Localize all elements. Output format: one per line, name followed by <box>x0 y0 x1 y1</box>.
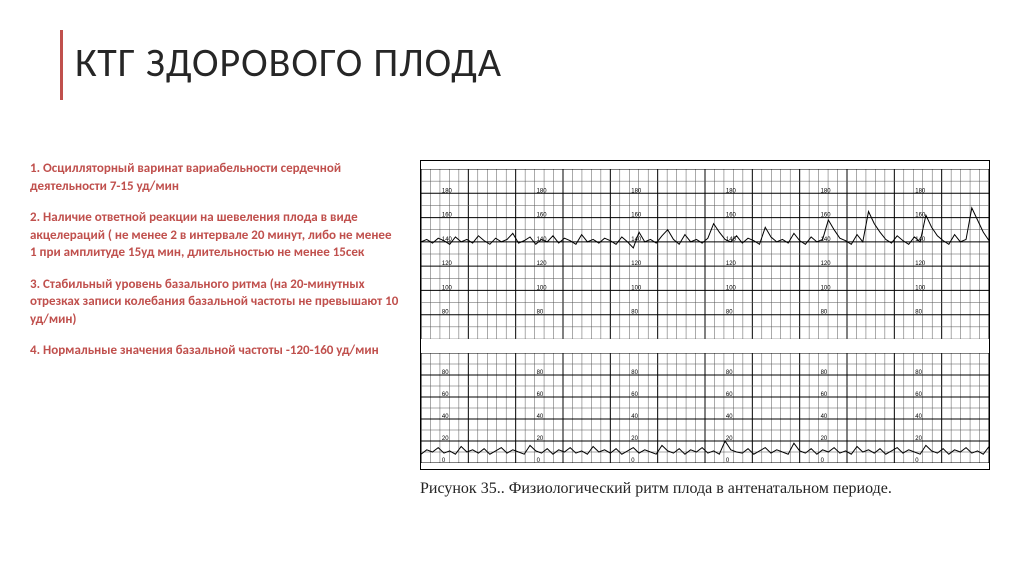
svg-text:80: 80 <box>726 370 733 376</box>
criterion-1: 1. Осцилляторный варинат вариабельности … <box>30 160 400 195</box>
svg-text:180: 180 <box>915 188 926 194</box>
criterion-4: 4. Нормальные значения базальной частоты… <box>30 342 400 360</box>
svg-text:20: 20 <box>915 436 922 442</box>
svg-text:40: 40 <box>821 414 828 420</box>
svg-text:200: 200 <box>442 169 453 170</box>
fhr-strip: 80 80 80 80 80 80 100 100 100 100 100 100 120 120 120 1… <box>421 169 989 339</box>
svg-text:120: 120 <box>821 261 832 267</box>
svg-text:120: 120 <box>726 261 737 267</box>
svg-text:20: 20 <box>726 436 733 442</box>
svg-text:60: 60 <box>442 392 449 398</box>
svg-text:60: 60 <box>915 392 922 398</box>
svg-text:120: 120 <box>442 261 453 267</box>
svg-text:100: 100 <box>821 353 832 354</box>
svg-text:200: 200 <box>821 169 832 170</box>
svg-text:80: 80 <box>915 310 922 316</box>
svg-text:80: 80 <box>631 370 638 376</box>
page-title: КТГ ЗДОРОВОГО ПЛОДА <box>75 38 502 87</box>
svg-text:20: 20 <box>537 436 544 442</box>
svg-text:40: 40 <box>915 414 922 420</box>
svg-text:100: 100 <box>915 353 926 354</box>
svg-text:100: 100 <box>915 285 926 291</box>
svg-text:40: 40 <box>726 414 733 420</box>
svg-text:160: 160 <box>726 213 737 219</box>
svg-text:180: 180 <box>537 188 548 194</box>
svg-text:60: 60 <box>631 392 638 398</box>
svg-text:60: 60 <box>726 392 733 398</box>
svg-text:160: 160 <box>631 213 642 219</box>
svg-text:80: 80 <box>915 370 922 376</box>
svg-text:100: 100 <box>726 285 737 291</box>
svg-text:100: 100 <box>537 285 548 291</box>
svg-text:100: 100 <box>442 353 453 354</box>
svg-text:0: 0 <box>915 458 919 463</box>
svg-text:20: 20 <box>631 436 638 442</box>
svg-text:100: 100 <box>821 285 832 291</box>
svg-text:80: 80 <box>537 310 544 316</box>
svg-text:160: 160 <box>442 213 453 219</box>
svg-text:60: 60 <box>821 392 828 398</box>
svg-text:180: 180 <box>631 188 642 194</box>
svg-text:0: 0 <box>442 458 446 463</box>
svg-text:80: 80 <box>442 310 449 316</box>
svg-text:180: 180 <box>726 188 737 194</box>
svg-text:0: 0 <box>726 458 730 463</box>
svg-text:60: 60 <box>537 392 544 398</box>
criteria-list: 1. Осцилляторный варинат вариабельности … <box>30 160 400 374</box>
svg-text:80: 80 <box>821 370 828 376</box>
svg-text:80: 80 <box>442 370 449 376</box>
svg-text:20: 20 <box>442 436 449 442</box>
svg-text:20: 20 <box>821 436 828 442</box>
svg-text:160: 160 <box>915 213 926 219</box>
svg-text:160: 160 <box>537 213 548 219</box>
svg-text:0: 0 <box>821 458 825 463</box>
svg-text:200: 200 <box>915 169 926 170</box>
toco-strip: 0 0 0 0 0 0 20 20 20 20 20 20 40 40 40 40 40 40 60 60 60 60 60… <box>421 353 989 463</box>
svg-text:100: 100 <box>631 285 642 291</box>
svg-text:80: 80 <box>537 370 544 376</box>
title-accent-bar <box>60 30 63 100</box>
svg-text:0: 0 <box>631 458 635 463</box>
svg-text:80: 80 <box>821 310 828 316</box>
svg-text:40: 40 <box>537 414 544 420</box>
svg-text:100: 100 <box>726 353 737 354</box>
svg-text:40: 40 <box>631 414 638 420</box>
figure-caption: Рисунок 35.. Физиологический ритм плода … <box>420 480 990 498</box>
svg-text:180: 180 <box>442 188 453 194</box>
svg-text:160: 160 <box>821 213 832 219</box>
svg-text:120: 120 <box>915 261 926 267</box>
svg-text:180: 180 <box>821 188 832 194</box>
svg-text:120: 120 <box>631 261 642 267</box>
ctg-figure: 80 80 80 80 80 80 100 100 100 100 100 100 120 120 120 1… <box>420 160 990 498</box>
svg-text:200: 200 <box>631 169 642 170</box>
criterion-3: 3. Стабильный уровень базального ритма (… <box>30 276 400 329</box>
svg-text:200: 200 <box>726 169 737 170</box>
svg-text:80: 80 <box>726 310 733 316</box>
ctg-strip-box: 80 80 80 80 80 80 100 100 100 100 100 100 120 120 120 1… <box>420 160 990 470</box>
svg-text:0: 0 <box>537 458 541 463</box>
criterion-2: 2. Наличие ответной реакции на шевеления… <box>30 209 400 262</box>
svg-text:40: 40 <box>442 414 449 420</box>
svg-text:100: 100 <box>442 285 453 291</box>
svg-text:80: 80 <box>631 310 638 316</box>
svg-text:120: 120 <box>537 261 548 267</box>
svg-text:100: 100 <box>631 353 642 354</box>
svg-text:100: 100 <box>537 353 548 354</box>
svg-text:200: 200 <box>537 169 548 170</box>
